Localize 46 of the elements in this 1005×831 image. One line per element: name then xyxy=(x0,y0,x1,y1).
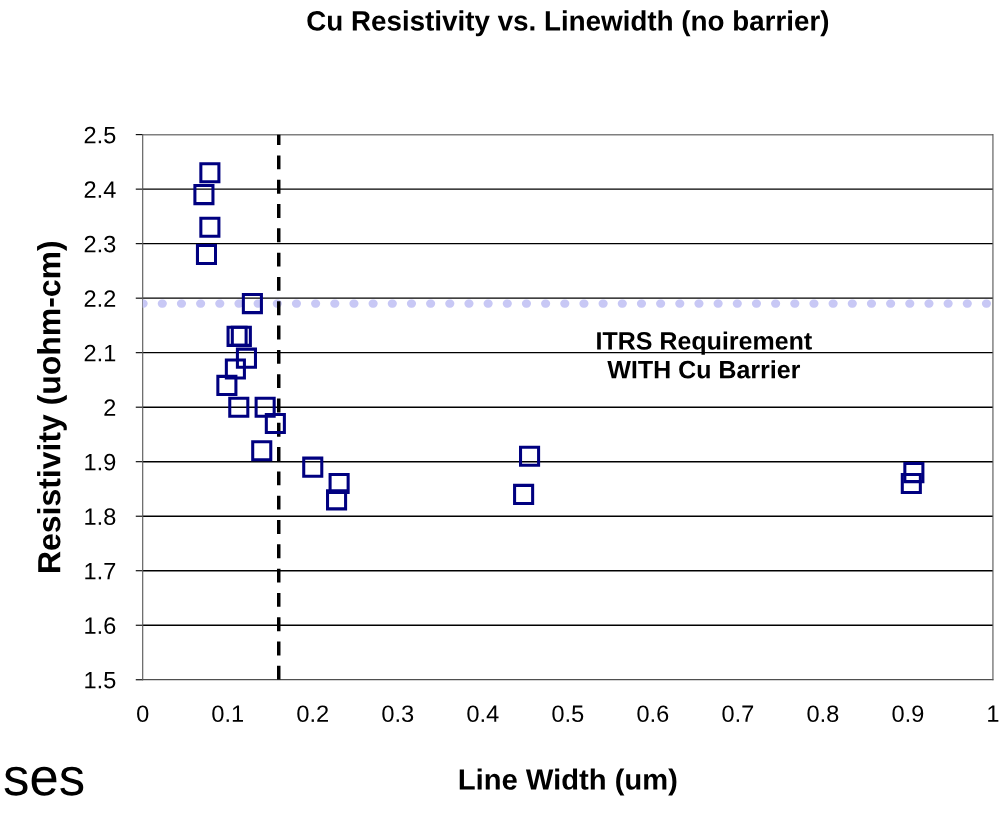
y-tick-label: 2.2 xyxy=(84,290,116,307)
point xyxy=(264,412,286,435)
y-tick-label: 1.9 xyxy=(85,453,116,471)
x-tick-label: 0.1 xyxy=(212,705,243,723)
x-tick-label: 0.5 xyxy=(552,705,584,723)
point xyxy=(519,445,541,467)
x-tick-label: 0.3 xyxy=(382,705,414,723)
point xyxy=(903,462,925,484)
point xyxy=(900,472,922,495)
point xyxy=(513,483,535,505)
y-tick-label: 2.1 xyxy=(84,344,116,362)
point xyxy=(199,216,221,238)
text: ses xyxy=(4,766,84,796)
point xyxy=(193,184,215,206)
point xyxy=(251,440,273,462)
y-tick-label: 2.3 xyxy=(84,235,116,253)
point xyxy=(302,456,324,478)
point xyxy=(241,293,263,315)
point xyxy=(216,374,238,396)
x-tick-label: 0 xyxy=(137,705,149,723)
y-axis-title: Resistivity (uohm-cm) xyxy=(37,241,67,572)
point xyxy=(199,162,221,184)
point xyxy=(254,396,276,418)
point xyxy=(326,489,348,511)
x-tick-label: 1 xyxy=(988,705,999,722)
x-tick-label: 0.4 xyxy=(467,705,499,723)
y-tick-label: 2.4 xyxy=(84,181,116,198)
y-tick-label: 1.5 xyxy=(85,672,116,689)
y-tick-label: 2 xyxy=(104,399,116,416)
y-tick-label: 1.6 xyxy=(85,617,116,635)
y-tick-label: 1.7 xyxy=(85,563,116,580)
y-tick-label: 2.5 xyxy=(84,126,116,144)
point xyxy=(224,358,246,380)
x-tick-label: 0.7 xyxy=(722,705,754,723)
x-tick-label: 0.9 xyxy=(892,705,924,723)
ref-line-label: ITRS Requirement WITH Cu Barrier xyxy=(597,331,812,379)
x-tick-label: 0.8 xyxy=(807,705,839,723)
x-axis-title: Line Width (um) xyxy=(459,768,677,796)
x-tick-label: 0.6 xyxy=(637,705,669,723)
point xyxy=(195,243,218,266)
point xyxy=(228,396,250,418)
point xyxy=(328,472,350,495)
y-tick-label: 1.8 xyxy=(85,508,116,526)
chart-title: Cu Resistivity vs. Linewidth (no barrier) xyxy=(307,10,829,37)
x-tick-label: 0.2 xyxy=(297,705,328,723)
point xyxy=(235,347,257,369)
